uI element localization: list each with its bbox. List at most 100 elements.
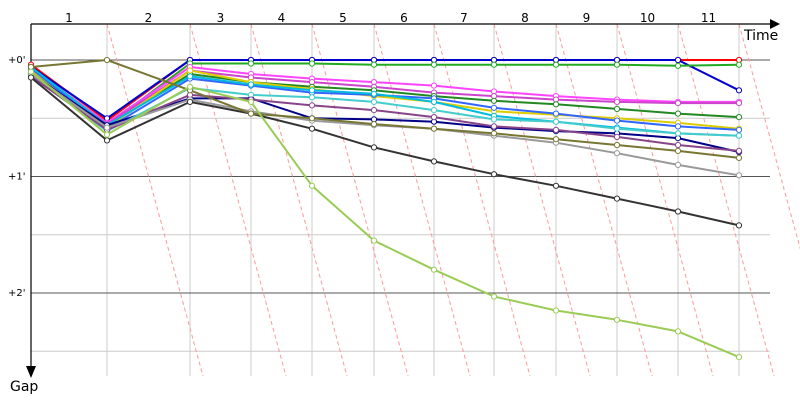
data-point xyxy=(370,107,378,114)
data-point xyxy=(735,114,743,121)
data-point xyxy=(490,61,498,68)
x-tick-label: 4 xyxy=(278,11,286,25)
lap-guide-line xyxy=(373,23,471,377)
lap-guide-line xyxy=(677,23,775,377)
series-path xyxy=(30,67,740,131)
data-point xyxy=(735,87,743,94)
data-point xyxy=(308,94,316,101)
series-line xyxy=(27,56,743,124)
data-point xyxy=(103,131,111,138)
data-point xyxy=(552,126,560,133)
data-point xyxy=(308,102,316,109)
data-point xyxy=(674,123,682,130)
data-point xyxy=(674,147,682,154)
data-point xyxy=(308,60,316,67)
data-point xyxy=(430,82,438,89)
data-point xyxy=(247,81,255,88)
x-tick-label: 7 xyxy=(460,11,468,25)
data-point xyxy=(674,141,682,149)
series-line xyxy=(27,56,743,161)
lap-guide-line xyxy=(555,23,653,377)
lap-guide-line xyxy=(189,23,287,377)
data-point xyxy=(735,172,743,179)
data-point xyxy=(186,73,194,80)
data-point xyxy=(370,98,378,106)
data-point xyxy=(490,130,498,137)
x-tick-label: 3 xyxy=(217,11,225,25)
data-point xyxy=(27,74,35,81)
data-point xyxy=(613,125,621,132)
data-point xyxy=(613,316,621,323)
data-point xyxy=(247,110,255,117)
data-point xyxy=(552,101,560,108)
data-point xyxy=(674,62,682,69)
data-point xyxy=(735,147,743,154)
lap-guide-line xyxy=(250,23,348,377)
x-tick-label: 5 xyxy=(339,11,347,25)
data-point xyxy=(490,97,498,104)
y-tick-label: +0' xyxy=(8,55,26,66)
gap-axis-arrow xyxy=(26,366,36,378)
data-point xyxy=(490,116,498,123)
data-point xyxy=(186,67,194,74)
x-tick-label: 11 xyxy=(701,11,716,25)
data-point xyxy=(674,208,682,215)
data-point xyxy=(430,114,438,121)
data-point xyxy=(247,98,255,106)
x-tick-label: 1 xyxy=(65,11,73,25)
series-path xyxy=(30,76,740,227)
data-point xyxy=(370,90,378,97)
x-tick-labels: 1 2 3 4 5 6 7 8 9 10 11 xyxy=(65,11,716,25)
data-point xyxy=(735,126,743,133)
data-point xyxy=(370,121,378,128)
data-point xyxy=(430,107,438,114)
data-point xyxy=(103,56,111,64)
lap-guide-line xyxy=(738,23,800,250)
data-point xyxy=(370,237,378,244)
x-tick-label: 6 xyxy=(400,11,408,25)
series-path xyxy=(30,70,740,359)
axes: Time Gap xyxy=(10,19,780,395)
time-axis-arrow xyxy=(770,19,780,29)
data-point xyxy=(735,354,743,361)
y-tick-label: +1' xyxy=(8,172,26,183)
series-path xyxy=(30,73,740,153)
data-point xyxy=(735,61,743,68)
data-point xyxy=(308,87,316,94)
data-point xyxy=(490,171,498,178)
series-line xyxy=(27,73,743,154)
data-point xyxy=(430,125,438,132)
x-tick-label: 9 xyxy=(583,11,591,25)
lap-guide-lines xyxy=(106,23,800,377)
lap-guide-line xyxy=(616,23,714,377)
series-path xyxy=(30,66,739,124)
data-point xyxy=(613,117,621,124)
data-point xyxy=(674,328,682,335)
data-point xyxy=(552,110,560,117)
data-point xyxy=(613,195,621,202)
data-point xyxy=(430,61,438,68)
y-tick-label: +2' xyxy=(8,288,26,299)
data-point xyxy=(735,154,743,161)
series-line xyxy=(27,68,743,361)
data-point xyxy=(27,68,35,75)
series-path xyxy=(30,59,740,120)
data-point xyxy=(490,123,498,130)
data-point xyxy=(370,144,378,151)
data-point xyxy=(674,110,682,117)
data-point xyxy=(186,98,194,106)
y-tick-labels: +0' +1' +2' xyxy=(8,55,26,299)
data-point xyxy=(552,307,560,314)
x-axis-title: Time xyxy=(743,28,778,44)
data-point xyxy=(613,133,621,140)
data-point xyxy=(674,56,682,64)
data-point xyxy=(308,115,316,122)
data-point xyxy=(613,150,621,157)
data-point xyxy=(735,132,743,139)
data-point xyxy=(674,130,682,137)
series-line xyxy=(27,70,743,156)
data-point xyxy=(308,182,316,189)
data-point xyxy=(186,83,194,90)
data-point xyxy=(552,61,560,68)
x-tick-label: 2 xyxy=(145,11,153,25)
